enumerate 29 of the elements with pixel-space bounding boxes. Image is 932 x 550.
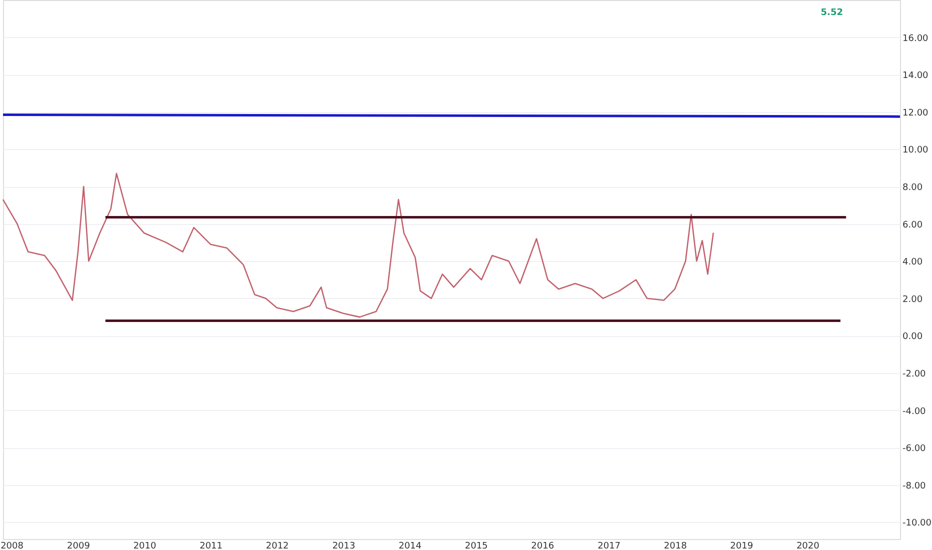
x-tick-label: 2015 (464, 542, 488, 550)
x-tick-label: 2013 (332, 542, 356, 550)
annotation: 5.52 (820, 8, 843, 18)
x-tick-label: 2014 (398, 542, 422, 550)
y-tick-label: 14.00 (902, 71, 929, 82)
y-tick-label: 0.00 (902, 332, 923, 342)
line-series (2, 172, 714, 318)
y-tick-label: 6.00 (902, 220, 923, 230)
y-tick-label: 12.00 (902, 108, 929, 118)
x-tick-label: 2016 (531, 542, 554, 550)
y-tick-label: -8.00 (902, 481, 926, 492)
x-tick-label: 2009 (67, 542, 90, 550)
x-tick-label: 2012 (266, 542, 289, 550)
x-tick-label: 2010 (133, 542, 156, 550)
x-tick-label: 2017 (598, 542, 621, 550)
y-tick-label: 4.00 (902, 258, 923, 268)
y-tick-label: -4.00 (902, 406, 926, 417)
y-tick-label: 8.00 (902, 183, 923, 194)
y-tick-label: 2.00 (902, 294, 923, 305)
y-tick-label: 10.00 (902, 146, 929, 156)
y-tick-label: 16.00 (902, 34, 929, 44)
y-tick-label: -2.00 (902, 370, 926, 380)
x-tick-label: 2019 (730, 542, 754, 550)
y-tick-label: -6.00 (902, 444, 926, 454)
x-tick-label: 2018 (664, 542, 688, 550)
x-tick-label: 2011 (200, 542, 222, 550)
x-tick-label: 2020 (796, 542, 820, 550)
x-tick-label: 2008 (0, 542, 24, 550)
y-tick-label: -10.00 (902, 518, 932, 529)
